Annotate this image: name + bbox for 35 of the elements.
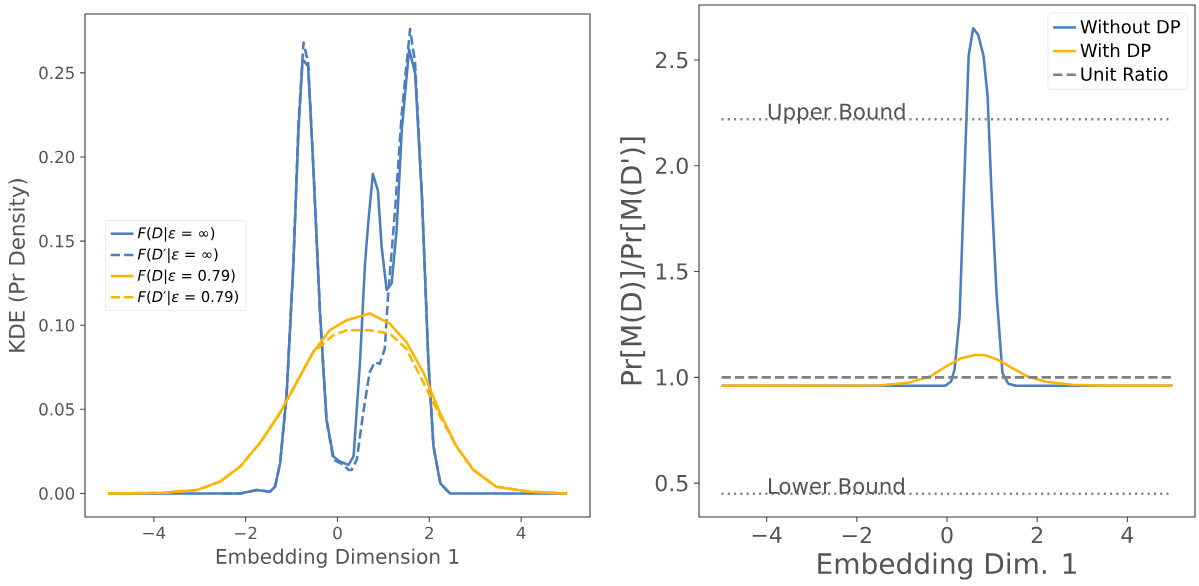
x-tick-label: 2 <box>1031 526 1042 544</box>
y-tick-label: 0.15 <box>39 234 74 248</box>
legend-label: F(D′|ε = ∞) <box>137 248 218 263</box>
x-axis-title: Embedding Dimension 1 <box>216 548 459 568</box>
y-tick-label: 2.0 <box>655 157 688 175</box>
x-tick-label: 0 <box>941 526 953 544</box>
ref-line-label: Upper Bound <box>768 103 905 124</box>
legend-label: With DP <box>1080 43 1151 57</box>
x-tick-label: 0 <box>333 526 342 540</box>
ref-line-label: Lower Bound <box>769 477 904 495</box>
x-tick-label: −2 <box>235 526 257 540</box>
x-tick-label: −4 <box>752 526 782 543</box>
y-tick-label: 0.20 <box>39 150 75 164</box>
legend-label: F(D|ε = ∞) <box>137 227 215 242</box>
x-tick-label: 4 <box>1121 526 1134 543</box>
x-tick-label: 2 <box>425 526 433 540</box>
legend-label: F(D′|ε = 0.79) <box>137 290 238 306</box>
y-tick-label: 1.0 <box>656 369 688 386</box>
x-tick-label: −4 <box>143 526 166 539</box>
x-axis-title: Embedding Dim. 1 <box>818 552 1076 580</box>
legend-label: Without DP <box>1080 19 1181 34</box>
legend-label: Unit Ratio <box>1081 66 1168 81</box>
y-tick-label: 2.5 <box>655 51 688 69</box>
x-tick-label: −2 <box>842 526 871 544</box>
y-axis-title: Pr[M(D)]/Pr[M(D')] <box>620 137 646 385</box>
legend-label: F(D|ε = 0.79) <box>137 269 235 285</box>
y-tick-label: 0.10 <box>39 318 75 332</box>
y-tick-label: 0.05 <box>39 403 74 416</box>
y-tick-label: 0.5 <box>655 474 688 492</box>
y-tick-label: 1.5 <box>656 263 688 280</box>
y-axis-title: KDE (Pr Density) <box>8 179 30 352</box>
y-tick-label: 0.25 <box>39 66 74 80</box>
y-tick-label: 0.00 <box>39 487 75 500</box>
line-series <box>720 353 1174 388</box>
x-tick-label: 4 <box>516 526 526 539</box>
